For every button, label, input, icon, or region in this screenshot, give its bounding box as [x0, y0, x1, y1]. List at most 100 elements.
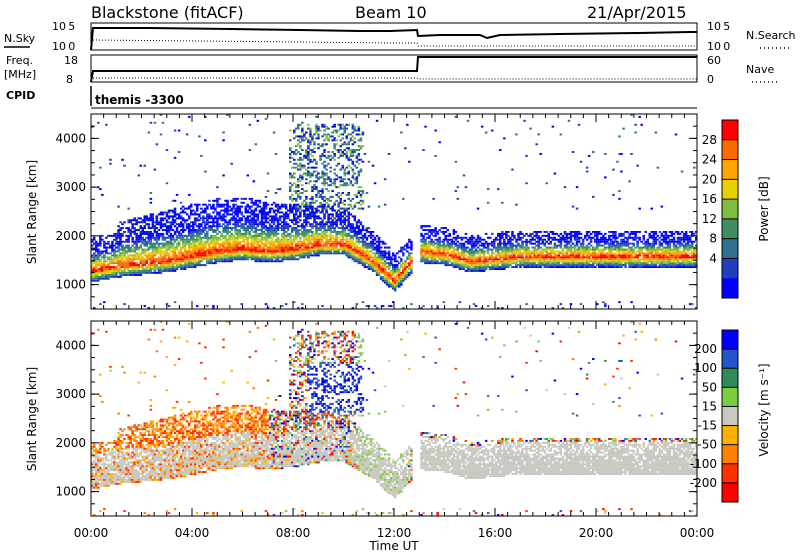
- power-cell: [362, 227, 365, 229]
- power-cell: [513, 235, 516, 237]
- power-cell: [430, 239, 433, 241]
- power-cell: [335, 239, 338, 241]
- power-cell: [384, 251, 387, 253]
- power-cell: [388, 153, 391, 155]
- power-cell: [311, 135, 314, 137]
- power-cell: [150, 241, 153, 243]
- power-cell: [459, 301, 462, 303]
- power-cell: [372, 241, 375, 243]
- power-cell: [299, 145, 302, 147]
- power-cell: [406, 276, 409, 278]
- power-cell: [521, 254, 524, 256]
- power-cell: [535, 251, 538, 253]
- power-cell: [356, 161, 359, 163]
- power-cell: [333, 180, 336, 182]
- power-cell: [99, 254, 102, 256]
- power-cell: [184, 245, 187, 247]
- power-cell: [273, 212, 276, 214]
- power-cell: [172, 217, 175, 219]
- power-cell: [325, 188, 328, 190]
- power-cell: [315, 180, 318, 182]
- power-cell: [331, 190, 334, 192]
- power-cell: [471, 239, 474, 241]
- power-cell: [315, 221, 318, 223]
- power-cell: [436, 231, 439, 233]
- power-cell: [539, 153, 542, 155]
- power-cell: [406, 270, 409, 272]
- power-cell: [432, 249, 435, 251]
- power-cell: [309, 204, 312, 206]
- power-cell: [174, 157, 177, 159]
- power-cell: [426, 258, 429, 260]
- power-cell: [404, 278, 407, 280]
- power-cell: [303, 135, 306, 137]
- power-cell: [289, 182, 292, 184]
- power-cell: [214, 245, 217, 247]
- power-cell: [434, 227, 437, 229]
- power-cell: [319, 243, 322, 245]
- power-cell: [121, 258, 124, 260]
- power-cell: [247, 175, 250, 177]
- power-cell: [370, 251, 373, 253]
- power-cell: [212, 223, 215, 225]
- power-cell: [192, 227, 195, 229]
- power-cell: [164, 217, 167, 219]
- power-cell: [210, 215, 213, 217]
- power-cell: [503, 137, 506, 139]
- power-cell: [99, 245, 102, 247]
- power-cell: [325, 231, 328, 233]
- power-cell: [200, 260, 203, 262]
- power-cell: [156, 215, 159, 217]
- power-cell: [95, 247, 98, 249]
- power-cell: [133, 227, 136, 229]
- power-cell: [230, 213, 233, 215]
- power-cell: [299, 247, 302, 249]
- power-cell: [315, 208, 318, 210]
- power-cell: [232, 235, 235, 237]
- nave-label: Nave: [746, 63, 774, 76]
- power-cell: [148, 223, 151, 225]
- power-cell: [166, 233, 169, 235]
- power-cell: [503, 239, 506, 241]
- power-cell: [212, 206, 215, 208]
- power-cell: [152, 235, 155, 237]
- power-cell: [277, 237, 280, 239]
- power-cell: [291, 157, 294, 159]
- power-cell: [315, 225, 318, 227]
- power-cell: [291, 221, 294, 223]
- power-cell: [295, 212, 298, 214]
- power-cell: [546, 241, 549, 243]
- power-cell: [362, 239, 365, 241]
- power-cell: [366, 192, 369, 194]
- power-cell: [335, 212, 338, 214]
- power-cell: [174, 225, 177, 227]
- power-cell: [232, 215, 235, 217]
- power-cell: [323, 196, 326, 198]
- power-cell: [95, 241, 98, 243]
- power-cell: [295, 223, 298, 225]
- power-cell: [297, 204, 300, 206]
- power-cell: [305, 219, 308, 221]
- power-cell: [150, 231, 153, 233]
- power-cell: [325, 165, 328, 167]
- power-cell: [313, 143, 316, 145]
- power-cell: [295, 239, 298, 241]
- power-cell: [245, 198, 248, 200]
- power-cell: [493, 243, 496, 245]
- power-cell: [354, 206, 357, 208]
- power-cell: [398, 256, 401, 258]
- power-cell: [178, 213, 181, 215]
- power-cell: [261, 219, 264, 221]
- power-cell: [113, 245, 116, 247]
- power-cell: [303, 167, 306, 169]
- power-cell: [519, 266, 522, 268]
- power-cell: [186, 219, 189, 221]
- power-cell: [131, 225, 134, 227]
- power-cell: [511, 233, 514, 235]
- power-cell: [267, 217, 270, 219]
- power-cell: [360, 171, 363, 173]
- power-cell: [499, 258, 502, 260]
- power-cell: [281, 260, 284, 262]
- power-cell: [325, 135, 328, 137]
- power-cell: [243, 202, 246, 204]
